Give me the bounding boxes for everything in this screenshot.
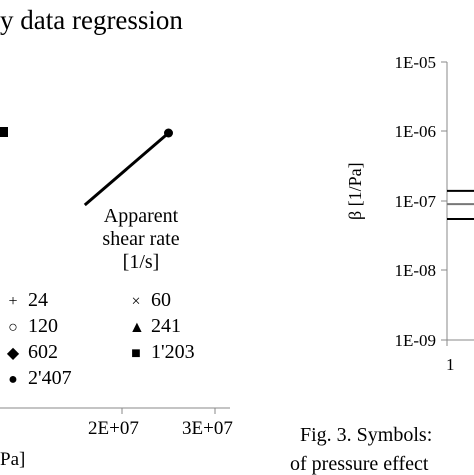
legend-entry: × 60 [129,290,171,310]
legend-entry: ○ 120 [6,316,58,336]
legend-label: 24 [28,289,48,311]
legend-entry: ◆ 602 [6,342,58,362]
legend-label: 60 [151,289,171,311]
y-tick-label: 1E-07 [394,192,436,211]
chart-title: y data regression [0,5,183,35]
legend-title-line: shear rate [102,228,180,250]
right-lines-group [447,189,474,221]
plus-marker: + [8,293,18,310]
y-tick-label: 1E-08 [394,261,436,280]
legend-title-line: Apparent [103,205,179,227]
square-marker: ■ [131,345,141,362]
caption-line: of pressure effect [290,453,429,475]
circle-marker: ○ [8,319,18,336]
y-tick-label: 1E-09 [394,331,436,350]
legend-title: Apparent shear rate [1/s] [68,205,214,274]
series-group [83,128,173,207]
cross-marker: × [131,293,141,310]
triangle-marker: ▲ [129,319,145,336]
filled-circle-marker: ● [8,371,18,388]
legend-entry: +24 [6,290,48,310]
square-marker-point [0,127,8,137]
y-axis-label: β [1/Pa] [345,162,365,220]
legend-title-line: [1/s] [122,251,160,273]
x-axis-label: Pa] [0,449,26,470]
caption-line: Fig. 3. Symbols: [300,424,433,446]
legend-label: 1'203 [151,341,195,363]
right-chart [441,61,474,346]
legend-label: 602 [28,341,58,363]
diamond-marker: ◆ [6,345,20,362]
x-tick-label: 3E+07 [182,418,233,439]
x-tick-label: 2E+07 [88,418,139,439]
legend-entry: ■ 1'203 [129,341,195,363]
legend-entry: ● 2'407 [6,367,72,389]
legend-label: 2'407 [28,367,72,389]
x-tick-label: 1 [446,355,455,374]
left-chart [0,127,230,414]
data-point [164,128,173,138]
y-tick-label: 1E-05 [394,53,436,72]
legend-entry: ▲ 241 [129,316,181,336]
legend-label: 120 [28,315,58,337]
y-tick-label: 1E-06 [394,122,436,141]
series-line [83,131,170,207]
legend-label: 241 [151,315,181,337]
